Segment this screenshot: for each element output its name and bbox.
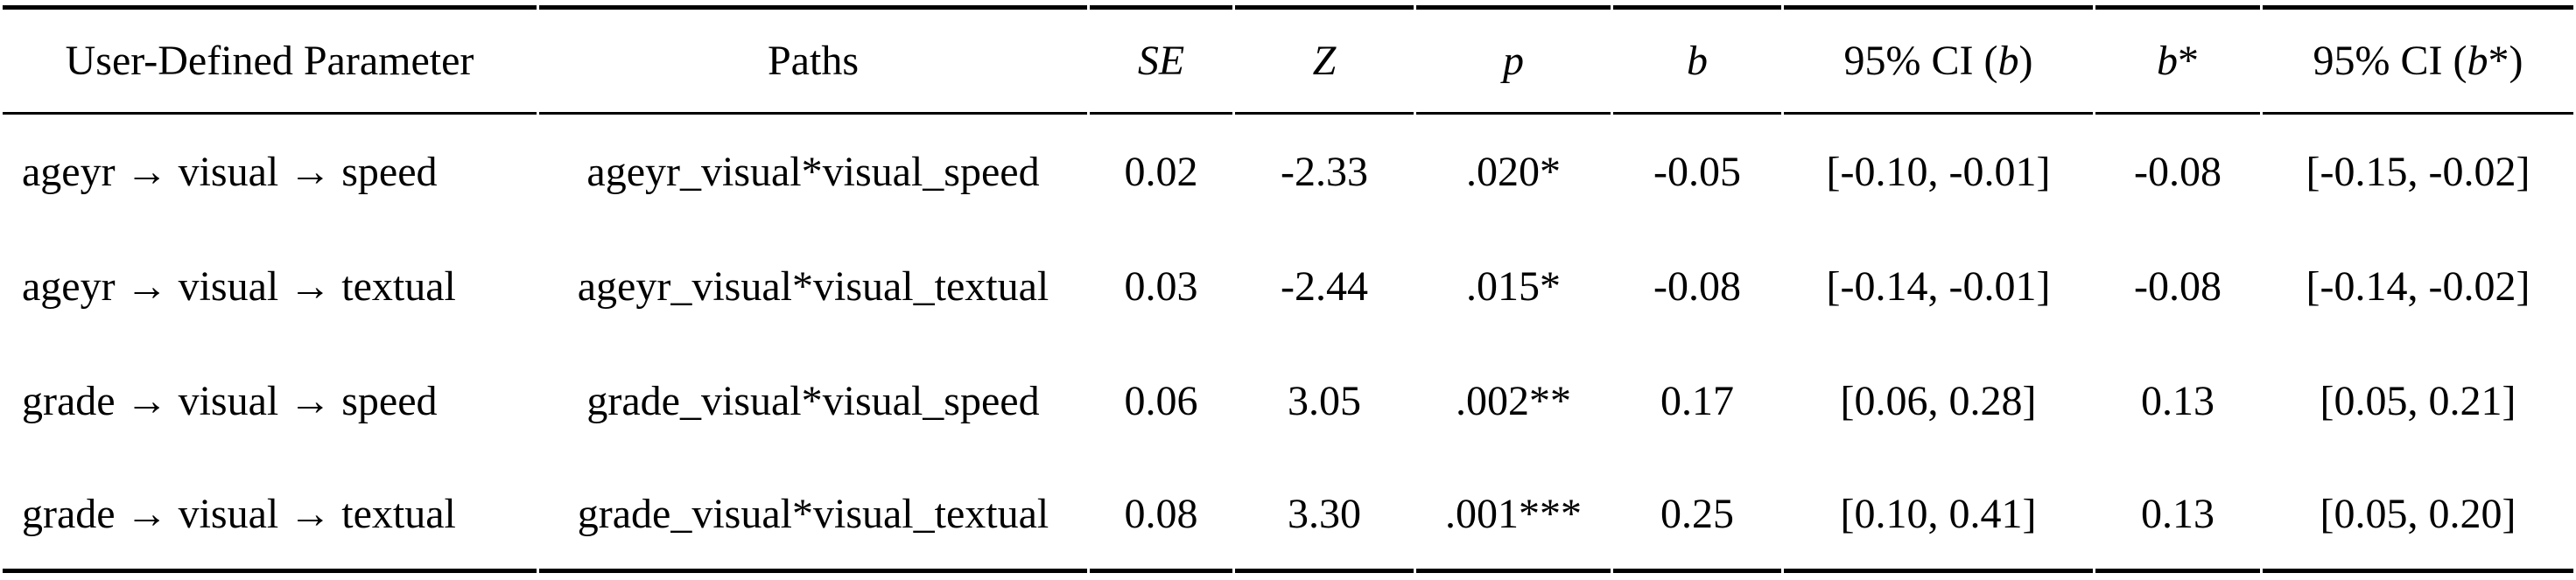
cell-b-star: 0.13 — [2141, 378, 2215, 424]
cell-z: -2.44 — [1281, 263, 1368, 310]
cell-b: 0.17 — [1660, 378, 1734, 424]
ci-b-suffix: ) — [2018, 38, 2033, 84]
cell-ci-b: [0.10, 0.41] — [1784, 458, 2093, 573]
table-row: ageyr → visual → speed ageyr_visual*visu… — [3, 115, 2573, 229]
mediation-results-table: User-Defined Parameter Paths SE Z p b 95… — [0, 5, 2576, 573]
cell-b-star: -0.08 — [2134, 149, 2222, 195]
ci-b-star-suffix: *) — [2488, 38, 2523, 84]
z-label: Z — [1312, 38, 1337, 84]
ci-b-star-italic: b — [2467, 38, 2488, 84]
cell-se: 0.03 — [1124, 263, 1198, 310]
cell-param: grade → visual → speed — [22, 378, 438, 424]
cell-b: -0.05 — [1653, 149, 1741, 195]
cell-path: ageyr_visual*visual_speed — [586, 149, 1040, 195]
cell-b: 0.25 — [1613, 458, 1781, 573]
cell-path: grade_visual*visual_textual — [539, 458, 1087, 573]
cell-p: .015* — [1466, 263, 1561, 310]
ci-b-prefix: 95% CI ( — [1843, 38, 1998, 84]
cell-p: .002** — [1456, 378, 1571, 424]
ci-b-italic: b — [1997, 38, 2019, 84]
cell-z: 3.05 — [1288, 378, 1361, 424]
cell-ci-b-star: [0.05, 0.21] — [2320, 378, 2516, 424]
cell-ci-b-star: [0.05, 0.20] — [2263, 458, 2573, 573]
cell-ci-b: [-0.14, -0.01] — [1826, 263, 2051, 310]
table-row: grade → visual → textual grade_visual*vi… — [3, 458, 2573, 573]
cell-p: .020* — [1466, 149, 1561, 195]
cell-b-star: -0.08 — [2134, 263, 2222, 310]
col-header-user-defined-parameter: User-Defined Parameter — [3, 5, 537, 115]
col-header-b: b — [1613, 5, 1781, 115]
cell-path: ageyr_visual*visual_textual — [577, 263, 1049, 310]
se-label: SE — [1137, 38, 1185, 84]
col-header-ci-b: 95% CI (b) — [1784, 5, 2093, 115]
cell-se: 0.06 — [1124, 378, 1198, 424]
cell-ci-b-star: [-0.15, -0.02] — [2306, 149, 2530, 195]
cell-param: ageyr → visual → speed — [22, 149, 438, 195]
cell-ci-b: [0.06, 0.28] — [1840, 378, 2037, 424]
cell-b: -0.08 — [1653, 263, 1741, 310]
col-header-p: p — [1416, 5, 1611, 115]
col-header-ci-b-star: 95% CI (b*) — [2263, 5, 2573, 115]
cell-z: -2.33 — [1281, 149, 1368, 195]
b-star-italic: b — [2157, 38, 2178, 84]
cell-ci-b: [-0.10, -0.01] — [1826, 149, 2051, 195]
cell-ci-b-star: [-0.14, -0.02] — [2306, 263, 2530, 310]
col-header-z: Z — [1235, 5, 1414, 115]
cell-path: grade_visual*visual_speed — [586, 378, 1040, 424]
header-row: User-Defined Parameter Paths SE Z p b 95… — [3, 5, 2573, 115]
cell-param: ageyr → visual → textual — [22, 263, 456, 310]
b-star-suffix: * — [2178, 38, 2199, 84]
ci-b-star-prefix: 95% CI ( — [2313, 38, 2467, 84]
col-header-paths: Paths — [539, 5, 1087, 115]
col-header-b-star: b* — [2095, 5, 2260, 115]
table-row: ageyr → visual → textual ageyr_visual*vi… — [3, 229, 2573, 344]
b-label: b — [1687, 38, 1708, 84]
cell-se: 0.08 — [1090, 458, 1232, 573]
cell-p: .001*** — [1416, 458, 1611, 573]
p-label: p — [1503, 38, 1524, 84]
cell-b-star: 0.13 — [2095, 458, 2260, 573]
cell-z: 3.30 — [1235, 458, 1414, 573]
col-header-se: SE — [1090, 5, 1232, 115]
cell-se: 0.02 — [1124, 149, 1198, 195]
cell-param: grade → visual → textual — [3, 458, 537, 573]
table-row: grade → visual → speed grade_visual*visu… — [3, 344, 2573, 458]
